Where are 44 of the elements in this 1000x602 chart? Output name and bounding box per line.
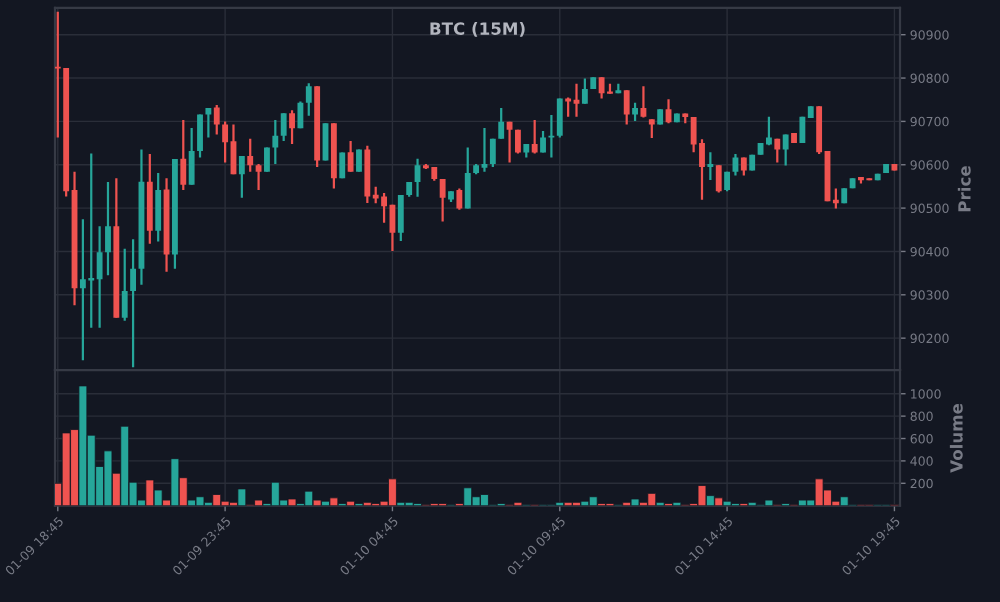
candlestick — [289, 109, 295, 146]
candlestick — [439, 177, 446, 223]
candlestick — [322, 122, 329, 162]
candlestick — [498, 106, 505, 140]
candlestick — [197, 113, 203, 159]
candlestick — [489, 137, 496, 169]
candlestick — [782, 133, 789, 167]
candlestick — [121, 247, 128, 322]
candlestick — [188, 126, 195, 186]
candlestick — [581, 77, 588, 105]
text: BTC (15M) — [430, 22, 525, 37]
candlestick — [79, 218, 86, 362]
candlestick — [766, 115, 772, 147]
candlestick — [180, 118, 187, 191]
candlestick — [632, 101, 638, 123]
candlestick — [297, 100, 304, 130]
candlestick — [556, 97, 563, 139]
candlestick — [707, 151, 714, 182]
candlestick — [715, 164, 722, 194]
candlestick — [347, 139, 354, 173]
candlestick — [531, 118, 538, 155]
candlestick — [96, 225, 103, 329]
candlestick — [272, 118, 279, 165]
candlestick — [213, 103, 220, 136]
candlestick — [130, 238, 137, 369]
candlestick — [598, 76, 605, 100]
candlestick — [464, 146, 471, 210]
candlestick — [456, 187, 463, 211]
candlestick — [255, 162, 262, 191]
candlestick — [247, 137, 254, 173]
candlestick — [623, 89, 630, 126]
candlestick — [397, 193, 404, 243]
y-axis-title: Price — [957, 166, 971, 212]
candlestick — [155, 171, 162, 243]
candlestick — [364, 144, 371, 205]
candlestick — [648, 118, 655, 139]
candlestick — [740, 156, 747, 177]
candlestick — [280, 112, 287, 143]
candlestick — [238, 154, 245, 199]
candlestick — [105, 180, 111, 277]
candlestick — [305, 82, 312, 117]
candlestick — [205, 106, 212, 139]
candlestick — [540, 129, 546, 154]
y-axis-title: Volume — [949, 403, 963, 473]
